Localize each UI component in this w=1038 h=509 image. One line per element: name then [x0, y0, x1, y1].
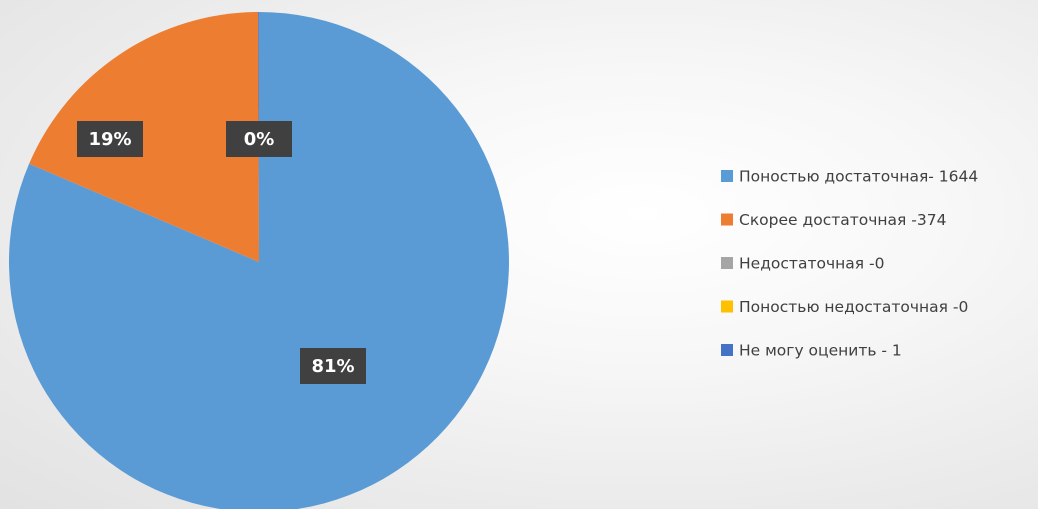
data-label-box: [77, 121, 143, 157]
legend-item: Недостаточная -0: [721, 255, 884, 273]
data-label-box: [300, 348, 366, 384]
legend-label: Недостаточная -0: [739, 255, 884, 273]
legend-item: Поностью недостаточная -0: [721, 298, 968, 316]
legend: Поностью достаточная- 1644 Скорее достато…: [721, 168, 978, 360]
pie-slice: [9, 12, 509, 509]
legend-marker: [721, 344, 733, 356]
legend-item: Не могу оценить - 1: [721, 342, 902, 360]
data-label-text: 0%: [244, 129, 275, 150]
data-label-box: [226, 121, 292, 157]
data-label: 0%: [226, 121, 292, 157]
legend-label: Поностью достаточная- 1644: [739, 168, 978, 186]
pie-slices: [9, 11, 509, 509]
data-label-text: 81%: [311, 356, 354, 377]
legend-item: Скорее достаточная -374: [721, 211, 947, 229]
pie-slice: [29, 12, 259, 262]
legend-label: Не могу оценить - 1: [739, 342, 902, 360]
legend-label: Скорее достаточная -374: [739, 211, 947, 229]
pie-slice: [258, 11, 259, 262]
legend-marker: [721, 213, 733, 226]
legend-label: Поностью недостаточная -0: [739, 298, 968, 316]
legend-marker: [721, 300, 733, 313]
data-labels: 81% 19% 0%: [77, 121, 366, 384]
data-label-text: 19%: [88, 129, 131, 150]
data-label: 81%: [300, 348, 366, 384]
legend-marker: [721, 257, 733, 269]
data-label: 19%: [77, 121, 143, 157]
legend-marker: [721, 170, 733, 182]
legend-item: Поностью достаточная- 1644: [721, 168, 978, 186]
